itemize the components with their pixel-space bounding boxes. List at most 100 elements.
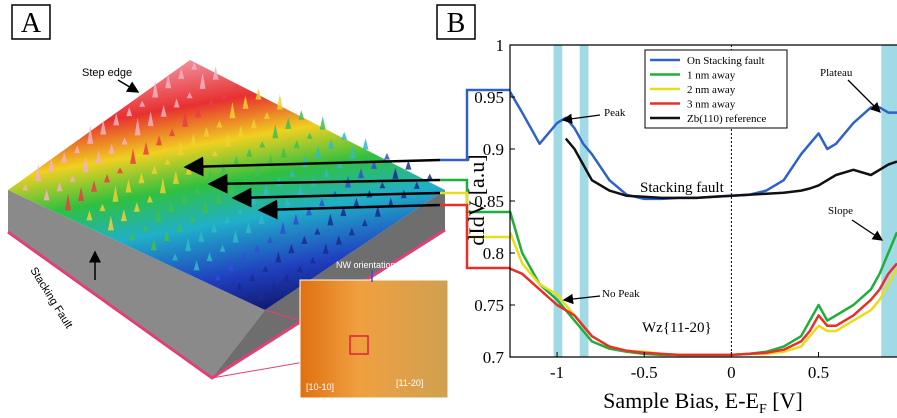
spike [191, 62, 198, 70]
series-line [564, 137, 897, 200]
highlight-band [881, 45, 897, 357]
spike [95, 149, 102, 164]
spike [315, 146, 322, 159]
spike [227, 259, 234, 272]
spike [198, 229, 205, 242]
spike [211, 222, 218, 233]
spike [212, 66, 219, 80]
spike [224, 132, 231, 147]
spike [155, 207, 162, 222]
y-tick-label: 0.85 [474, 192, 504, 211]
y-tick-label: 1 [496, 36, 505, 55]
spike [215, 192, 222, 204]
spike [194, 186, 201, 194]
spike [129, 232, 136, 241]
spike [48, 157, 55, 172]
spike [125, 178, 132, 193]
spike [152, 80, 159, 98]
spike [224, 215, 231, 224]
spike [293, 140, 300, 149]
spike [211, 150, 218, 157]
spike [288, 243, 295, 254]
spike [108, 143, 115, 154]
spike [309, 257, 316, 264]
spike [221, 90, 228, 99]
legend-label: 3 nm away [687, 99, 736, 111]
legend-label: 2 nm away [687, 84, 736, 96]
spike [234, 83, 241, 90]
spike [87, 125, 94, 144]
panel-label: B [447, 8, 466, 39]
panel-label-box [436, 4, 476, 40]
spike [254, 161, 261, 177]
spike [172, 170, 179, 184]
spike [91, 180, 98, 192]
spike [405, 160, 412, 170]
arrow [257, 199, 441, 220]
spike [169, 128, 176, 137]
spike [283, 273, 290, 282]
spike [250, 118, 257, 129]
spike [143, 141, 150, 155]
step-edge-label: Step edge [82, 67, 132, 79]
spike [82, 156, 89, 173]
legend-label: Zb(110) reference [687, 113, 766, 125]
spike [134, 117, 141, 136]
spike [35, 164, 42, 182]
spike [185, 237, 192, 252]
spike [78, 186, 85, 202]
spike [160, 104, 167, 117]
spike [56, 182, 63, 192]
spike [150, 238, 157, 251]
spike [349, 145, 356, 159]
spike [374, 205, 381, 217]
panel-b: B 0.7 0.75 0.8 0.85 0.9 0.95 1 -1 -0.5 0 0.5 dIdV … [436, 4, 897, 417]
spike [362, 138, 369, 150]
legend-label: On Stacking fault [687, 55, 765, 67]
spike [133, 202, 140, 212]
annotation: Stacking fault [640, 180, 725, 196]
series-line [510, 262, 897, 357]
spike [138, 171, 145, 184]
spike [262, 265, 269, 272]
spike [298, 110, 305, 120]
spike [176, 223, 183, 232]
spike [203, 126, 210, 137]
spike [305, 206, 312, 216]
spike [392, 167, 399, 179]
spike [190, 133, 197, 147]
spike [306, 132, 313, 139]
x-tick-label: 0 [727, 363, 736, 382]
spike [253, 244, 260, 253]
spike [240, 251, 247, 262]
y-tick-label: 0.9 [483, 140, 504, 159]
spike [208, 96, 215, 109]
spike [43, 188, 50, 201]
spike [255, 88, 262, 100]
annotation-arrow [847, 79, 881, 113]
spike [61, 151, 68, 163]
x-tick-label: -0.5 [631, 363, 658, 382]
spike [74, 145, 81, 154]
annotation-arrow [561, 113, 601, 124]
spike [219, 244, 226, 252]
arrow [117, 79, 140, 93]
spike [327, 213, 334, 226]
spike [275, 251, 282, 263]
y-axis-label: dIdV [a.u] [464, 154, 489, 245]
spike [280, 147, 287, 158]
spike [130, 148, 137, 164]
spike [257, 289, 264, 301]
spike [323, 168, 330, 178]
spike [229, 101, 236, 119]
spike [276, 93, 283, 110]
spike [189, 216, 196, 223]
y-tick-label: 0.8 [483, 244, 504, 263]
spike [272, 124, 279, 139]
x-tick-label: -1 [550, 363, 564, 382]
spike [357, 168, 364, 179]
spike [328, 139, 335, 149]
spike [173, 98, 180, 108]
spike [216, 120, 223, 128]
arrow [207, 173, 441, 194]
